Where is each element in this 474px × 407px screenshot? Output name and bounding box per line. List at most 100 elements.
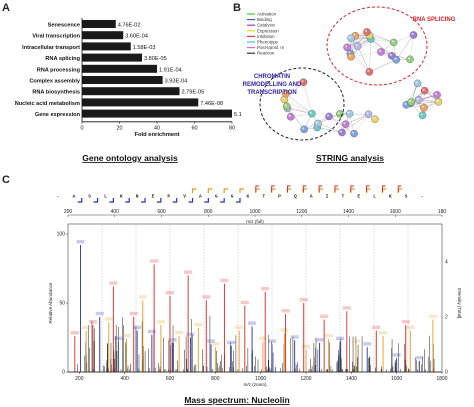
spectrum-ion-marker <box>184 270 193 274</box>
network-node-highlight <box>434 92 438 95</box>
sequence-residue: T <box>262 194 265 200</box>
sequence-residue: G <box>215 194 218 200</box>
network-edge <box>350 56 370 73</box>
y-ion-bracket <box>255 188 260 193</box>
network-node <box>308 109 316 118</box>
chromatin-label-line-3: TRANSCRIPTION <box>247 90 296 96</box>
network-node <box>345 110 354 118</box>
y-loss-bracket <box>334 185 338 192</box>
y-ion-bracket <box>239 188 244 193</box>
network-edge <box>351 51 382 58</box>
top-axis-tick-label: 1000 <box>249 209 260 215</box>
network-node <box>377 48 385 56</box>
network-node-highlight <box>344 45 348 48</box>
network-node <box>420 103 428 112</box>
legend-label: Post-transl. m <box>257 45 284 50</box>
network-edge <box>353 114 369 134</box>
network-node-highlight <box>378 49 382 53</box>
network-node-highlight <box>351 131 355 134</box>
network-node <box>418 111 427 120</box>
y-ion-bracket <box>366 188 371 193</box>
go-bar <box>82 53 142 62</box>
sequence-residue: E <box>357 194 360 200</box>
y-loss-bracket <box>381 185 386 192</box>
network-edge <box>370 38 394 43</box>
y-loss-bracket <box>350 185 354 192</box>
y-ion-bracket <box>381 188 387 193</box>
network-node-highlight <box>353 33 356 36</box>
network-node-highlight <box>391 40 394 43</box>
spectrum-ion-marker <box>114 336 123 341</box>
go-bar-chart: Senescence 4.76E-02 Viral transcription 3.6… <box>15 18 242 138</box>
network-node-highlight <box>404 102 407 105</box>
go-category-label: RNA splicing <box>45 56 80 62</box>
network-edge <box>346 31 368 48</box>
network-node-highlight <box>347 111 350 114</box>
top-axis-tick-label: 1200 <box>296 209 307 215</box>
left-axis-tick-label: 0 <box>62 370 65 376</box>
network-node-highlight <box>288 114 291 117</box>
panel-b-caption: STRING analysis <box>316 153 384 163</box>
spectrum-ion-marker <box>235 325 244 329</box>
y-loss-bracket <box>302 185 307 192</box>
go-x-tick-label: 20 <box>117 125 123 131</box>
go-bar <box>82 76 163 84</box>
network-edge <box>303 82 313 114</box>
network-node-highlight <box>411 32 414 36</box>
bottom-axis-tick-label: 1800 <box>436 376 447 382</box>
spectrum-ion-marker <box>150 259 159 263</box>
spectrum-ion-marker <box>109 281 118 285</box>
network-node <box>325 112 333 121</box>
network-node-highlight <box>364 29 368 33</box>
y-loss-bracket <box>366 185 370 192</box>
network-node <box>363 28 371 36</box>
network-node-highlight <box>436 99 439 102</box>
b-ion-bracket <box>204 198 209 203</box>
bottom-axis-title: m/z (zoom) <box>244 382 267 387</box>
chromatin-cluster-outline <box>259 67 345 141</box>
network-node <box>371 115 379 124</box>
top-axis-tick-label: 1600 <box>390 209 401 215</box>
go-pvalue-label: 3.80E-05 <box>144 56 167 62</box>
spectrum-ion-marker <box>336 336 344 341</box>
go-category-label: Senescence <box>48 23 80 29</box>
network-node <box>406 55 414 64</box>
sequence-residue: E <box>152 194 155 200</box>
sequence-residue: - <box>57 195 60 200</box>
go-x-tick-label: 0 <box>81 125 84 131</box>
spectrum-ion-marker <box>133 325 142 329</box>
y-loss-bracket <box>397 185 402 192</box>
network-node <box>286 113 295 121</box>
spectrum-ion-marker <box>406 325 415 329</box>
sequence-residue: K <box>247 194 250 200</box>
go-bar <box>82 31 124 40</box>
go-bar <box>82 42 131 51</box>
sequence-residue: A <box>199 194 202 200</box>
spectrum-ion-marker <box>342 306 351 310</box>
network-node <box>343 43 351 52</box>
bottom-axis-tick-label: 400 <box>120 376 129 382</box>
bottom-axis-tick-label: 1200 <box>300 376 311 382</box>
network-edge <box>287 108 312 114</box>
go-pvalue-label: 1.58E-03 <box>133 45 156 51</box>
bottom-axis-tick-label: 800 <box>211 376 220 382</box>
y-ion-bracket <box>191 188 197 193</box>
network-node-highlight <box>326 114 330 117</box>
spectrum-ion-marker <box>261 286 270 291</box>
bottom-axis-tick-label: 1600 <box>391 376 402 382</box>
right-axis-tick-label: 0 <box>445 370 448 376</box>
legend-label: Reaction <box>257 51 275 56</box>
y-loss-bracket <box>271 185 275 192</box>
bottom-axis-tick-label: 1000 <box>255 376 266 382</box>
go-category-label: Complex assembly <box>29 79 81 85</box>
spectrum-ion-marker <box>95 311 104 316</box>
spectrum-ion-marker <box>129 311 138 316</box>
spectrum-ion-marker <box>220 278 229 283</box>
sequence-residue: A <box>72 194 75 200</box>
network-node-highlight <box>366 112 369 115</box>
network-node-highlight <box>315 121 319 124</box>
go-bar <box>82 98 199 107</box>
go-x-tick-label: 80 <box>229 125 235 131</box>
